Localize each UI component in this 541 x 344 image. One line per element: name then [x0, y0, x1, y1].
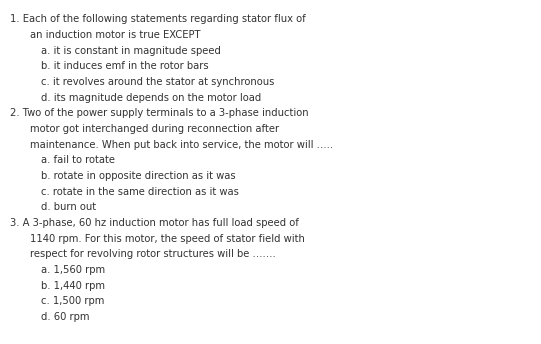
Text: b. 1,440 rpm: b. 1,440 rpm — [41, 280, 104, 291]
Text: respect for revolving rotor structures will be …….: respect for revolving rotor structures w… — [30, 249, 275, 259]
Text: 2. Two of the power supply terminals to a 3-phase induction: 2. Two of the power supply terminals to … — [10, 108, 308, 118]
Text: 3. A 3-phase, 60 hz induction motor has full load speed of: 3. A 3-phase, 60 hz induction motor has … — [10, 218, 299, 228]
Text: a. 1,560 rpm: a. 1,560 rpm — [41, 265, 105, 275]
Text: b. it induces emf in the rotor bars: b. it induces emf in the rotor bars — [41, 61, 208, 72]
Text: c. it revolves around the stator at synchronous: c. it revolves around the stator at sync… — [41, 77, 274, 87]
Text: c. 1,500 rpm: c. 1,500 rpm — [41, 296, 104, 306]
Text: motor got interchanged during reconnection after: motor got interchanged during reconnecti… — [30, 124, 279, 134]
Text: d. burn out: d. burn out — [41, 202, 96, 212]
Text: d. its magnitude depends on the motor load: d. its magnitude depends on the motor lo… — [41, 93, 261, 103]
Text: a. it is constant in magnitude speed: a. it is constant in magnitude speed — [41, 46, 220, 56]
Text: 1. Each of the following statements regarding stator flux of: 1. Each of the following statements rega… — [10, 14, 306, 24]
Text: c. rotate in the same direction as it was: c. rotate in the same direction as it wa… — [41, 186, 239, 197]
Text: a. fail to rotate: a. fail to rotate — [41, 155, 115, 165]
Text: an induction motor is true EXCEPT: an induction motor is true EXCEPT — [30, 30, 200, 40]
Text: 1140 rpm. For this motor, the speed of stator field with: 1140 rpm. For this motor, the speed of s… — [30, 234, 305, 244]
Text: b. rotate in opposite direction as it was: b. rotate in opposite direction as it wa… — [41, 171, 235, 181]
Text: maintenance. When put back into service, the motor will …..: maintenance. When put back into service,… — [30, 140, 333, 150]
Text: d. 60 rpm: d. 60 rpm — [41, 312, 89, 322]
